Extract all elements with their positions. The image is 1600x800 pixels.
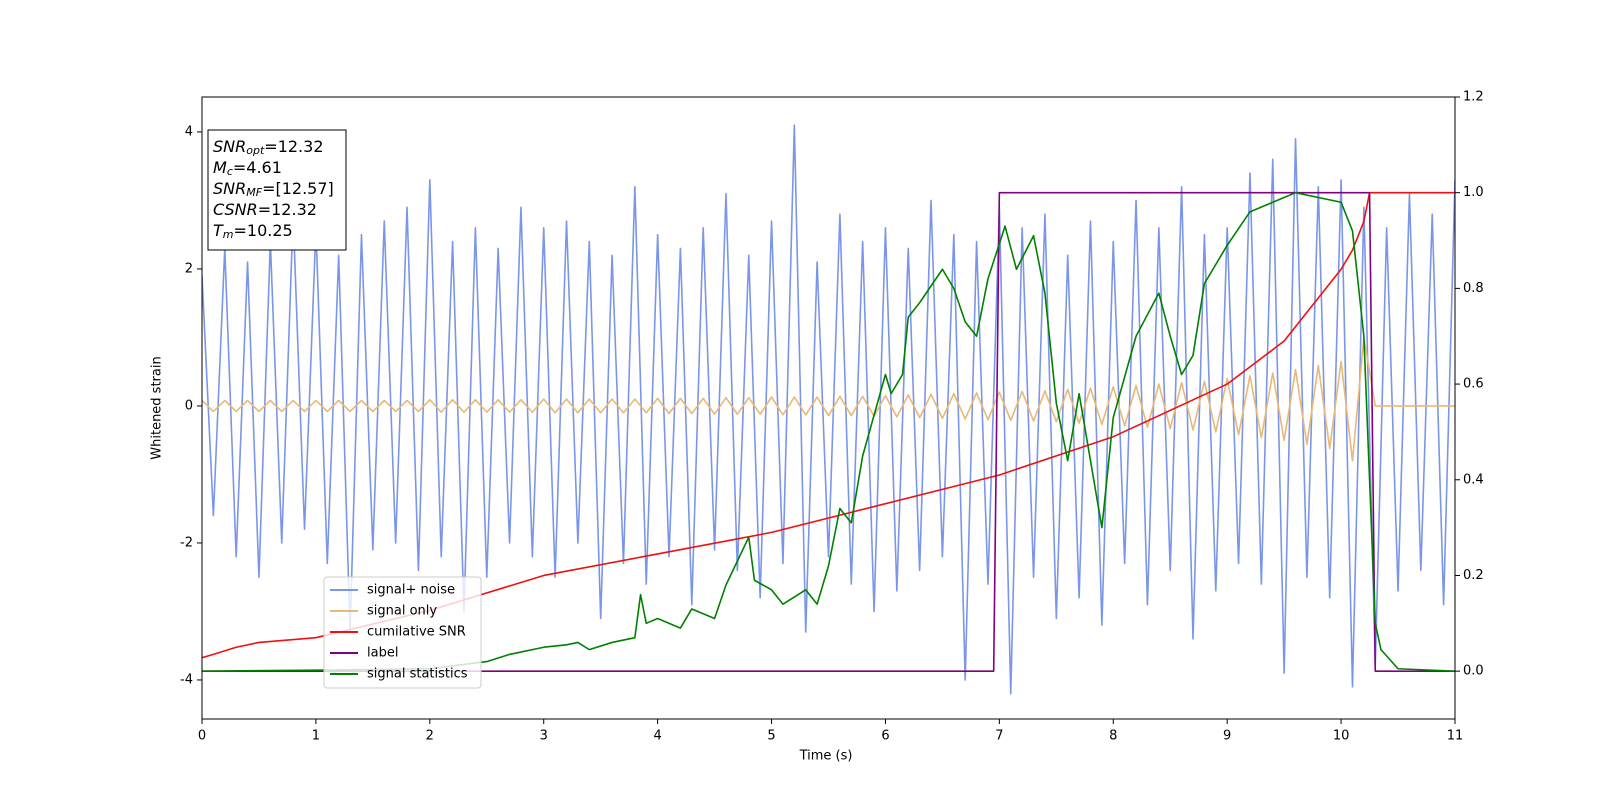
annotation-line: CSNR=12.32 (213, 200, 317, 219)
annotation-value: =12.32 (258, 200, 317, 219)
legend-label: cumilative SNR (367, 625, 466, 640)
annotation-line: Mc=4.61 (213, 158, 282, 179)
y2-tick-label: 0.6 (1463, 377, 1484, 392)
x-tick-label: 6 (881, 729, 889, 744)
x-tick-label: 10 (1333, 729, 1350, 744)
annotation-name: T (213, 221, 224, 240)
y2-tick-label: 0.0 (1463, 664, 1484, 679)
series-line (202, 191, 1455, 672)
y-tick-label: 2 (185, 261, 193, 276)
annotation-subscript: m (223, 228, 234, 241)
y-tick-label: -4 (180, 672, 193, 687)
x-tick-label: 7 (995, 729, 1003, 744)
annotation-name: CSNR (213, 200, 258, 219)
y-axis-label: Whitened strain (150, 356, 165, 459)
y-tick-label: 0 (185, 398, 193, 413)
x-tick-label: 4 (653, 729, 661, 744)
x-tick-label: 5 (767, 729, 775, 744)
annotation-line: SNRMF=[12.57] (213, 179, 334, 200)
annotation-name: SNR (213, 179, 246, 198)
x-tick-label: 0 (198, 729, 206, 744)
annotation-value: =10.25 (234, 221, 293, 240)
plot-frame (201, 96, 1456, 720)
annotation-line: Tm=10.25 (213, 221, 293, 242)
y2-tick-label: 0.2 (1463, 568, 1484, 583)
series-line (202, 191, 1455, 672)
x-tick-label: 2 (426, 729, 434, 744)
legend-label: signal statistics (367, 667, 468, 682)
legend-label: signal+ noise (367, 583, 455, 598)
legend-label: label (367, 646, 398, 661)
y-tick-label: -2 (180, 535, 193, 550)
y-tick-label: 4 (185, 124, 193, 139)
annotation-name: SNR (213, 137, 246, 156)
x-tick-label: 1 (312, 729, 320, 744)
series-line (202, 336, 1455, 462)
annotation-value: =4.61 (233, 158, 282, 177)
series-line (202, 124, 1455, 695)
y2-tick-label: 1.2 (1463, 90, 1484, 105)
annotation-value: =12.32 (264, 137, 323, 156)
y2-tick-label: 0.4 (1463, 472, 1484, 487)
legend: signal+ noise signal only cumilative SNR la… (323, 576, 482, 689)
x-axis-label: Time (s) (799, 749, 853, 764)
annotation-box: SNRopt=12.32Mc=4.61SNRMF=[12.57]CSNR=12.… (207, 129, 347, 251)
annotation-subscript: c (227, 165, 233, 178)
annotation-line: SNRopt=12.32 (213, 137, 324, 158)
y2-tick-label: 0.8 (1463, 281, 1484, 296)
legend-label: signal only (367, 604, 437, 619)
annotation-name: M (213, 158, 227, 177)
series-line (202, 191, 1455, 659)
x-tick-label: 11 (1447, 729, 1464, 744)
annotation-subscript: opt (246, 144, 265, 157)
x-tick-label: 3 (540, 729, 548, 744)
y2-tick-label: 1.0 (1463, 185, 1484, 200)
annotation-subscript: MF (246, 186, 262, 199)
x-tick-label: 9 (1223, 729, 1231, 744)
x-tick-label: 8 (1109, 729, 1117, 744)
legend-frame (323, 576, 482, 689)
annotation-value: =[12.57] (262, 179, 334, 198)
annotation-frame (207, 129, 347, 251)
